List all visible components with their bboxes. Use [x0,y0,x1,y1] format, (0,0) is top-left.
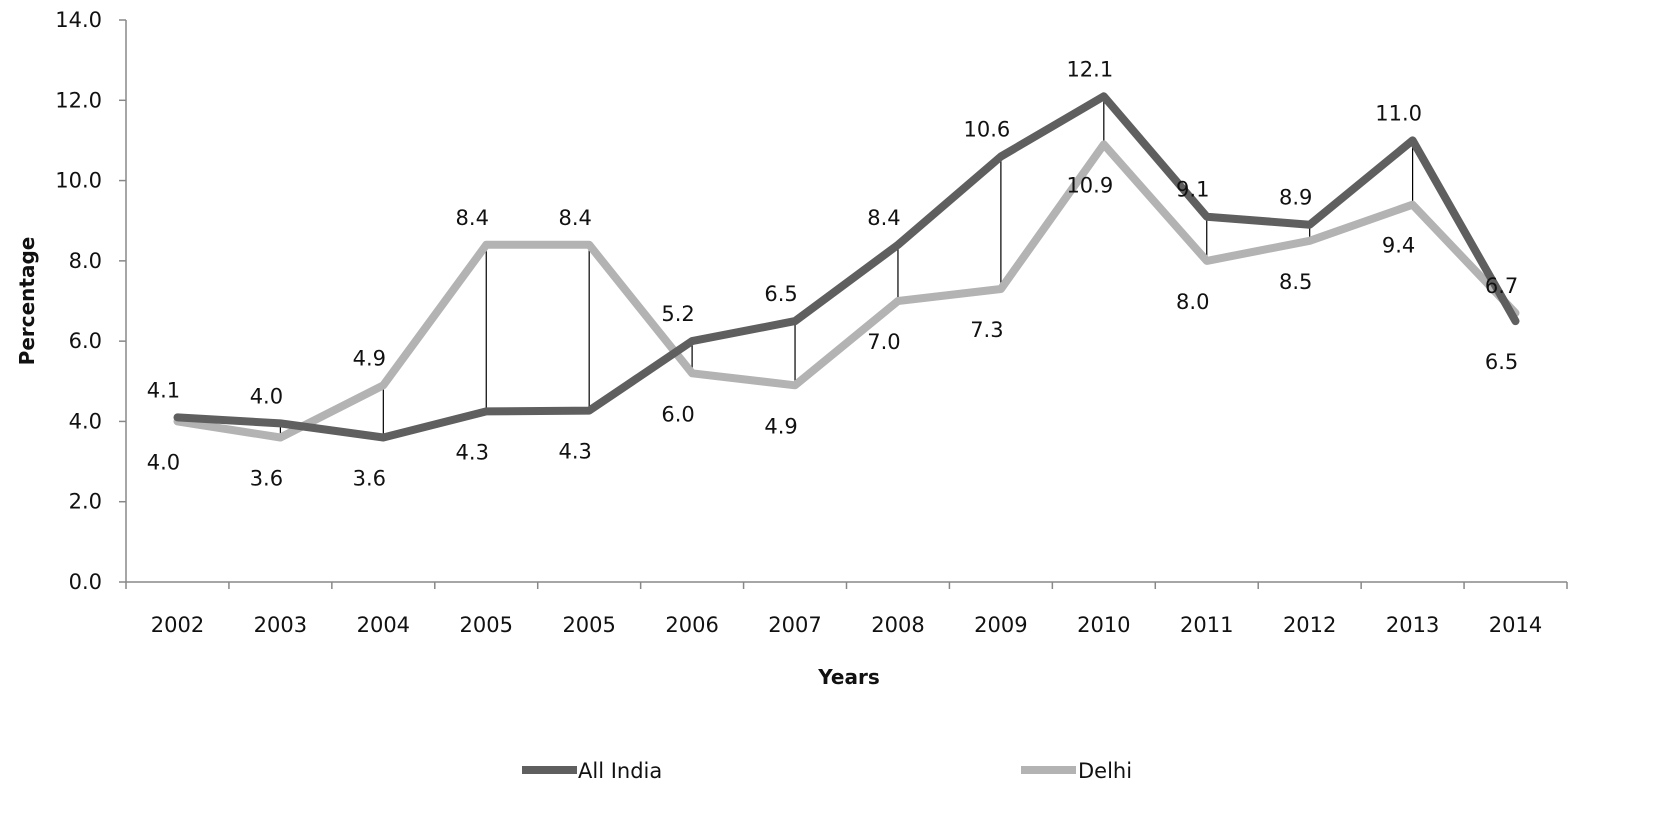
x-tick-label: 2011 [1180,613,1233,637]
data-label-delhi: 4.9 [764,414,797,438]
x-tick-label: 2014 [1489,613,1542,637]
legend-item-delhi: Delhi [1021,759,1132,783]
x-tick-label: 2012 [1283,613,1336,637]
y-tick-label: 4.0 [69,409,102,433]
legend: All India Delhi [522,759,1132,783]
x-tick-label: 2008 [871,613,924,637]
legend-label-all-india: All India [578,759,662,783]
data-label-all-india: 5.2 [661,302,694,326]
data-label-all-india: 12.1 [1066,57,1113,81]
data-label-all-india: 9.1 [1176,178,1209,202]
y-tick-label: 0.0 [69,570,102,594]
data-label-all-india: 6.5 [764,282,797,306]
data-label-delhi: 8.5 [1279,270,1312,294]
y-tick-label: 6.0 [69,329,102,353]
data-label-delhi: 4.0 [147,450,180,474]
data-label-delhi: 8.4 [558,206,591,230]
y-tick-label: 10.0 [55,169,102,193]
data-label-all-india: 4.3 [456,440,489,464]
y-tick-label: 12.0 [55,88,102,112]
x-tick-label: 2004 [357,613,410,637]
x-tick-label: 2009 [974,613,1027,637]
data-label-all-india: 4.0 [250,384,283,408]
data-label-all-india: 8.9 [1279,186,1312,210]
y-tick-label: 8.0 [69,249,102,273]
data-label-delhi: 6.7 [1485,274,1518,298]
data-label-delhi: 4.9 [353,346,386,370]
data-label-all-india: 10.6 [964,117,1011,141]
series-line-delhi [173,140,1520,442]
y-tick-label: 2.0 [69,490,102,514]
data-label-delhi: 8.4 [456,206,489,230]
data-label-all-india: 11.0 [1375,101,1422,125]
legend-item-all-india: All India [522,759,662,783]
series-lines [173,92,1520,442]
data-label-all-india: 4.1 [147,378,180,402]
x-tick-label: 2003 [254,613,307,637]
data-label-delhi: 6.0 [661,402,694,426]
data-labels: 4.1 4.0 4.0 3.6 4.9 3.6 8.4 4.3 8.4 4.3 5.2 6.0 6.5 4… [147,57,1518,490]
series-line-all-india [173,92,1520,442]
x-tick-label: 2013 [1386,613,1439,637]
data-label-delhi: 10.9 [1066,173,1113,197]
data-label-all-india: 6.5 [1485,350,1518,374]
x-tick-label: 2005 [562,613,615,637]
x-tick-label: 2006 [665,613,718,637]
y-axis: 0.0 2.0 4.0 6.0 8.0 10.0 12.0 14.0 [55,8,127,594]
data-label-delhi: 3.6 [250,466,283,490]
data-label-all-india: 8.4 [867,206,900,230]
data-label-delhi: 8.0 [1176,290,1209,314]
x-tick-label: 2010 [1077,613,1130,637]
data-label-delhi: 9.4 [1382,234,1415,258]
data-label-delhi: 7.0 [867,330,900,354]
data-label-all-india: 3.6 [353,466,386,490]
y-axis-title: Percentage [15,237,39,366]
data-label-all-india: 4.3 [558,440,591,464]
x-tick-label: 2002 [151,613,204,637]
legend-label-delhi: Delhi [1078,759,1132,783]
y-tick-label: 14.0 [55,8,102,32]
x-tick-label: 2005 [460,613,513,637]
x-axis-title: Years [817,665,879,689]
data-label-delhi: 7.3 [970,318,1003,342]
x-tick-label: 2007 [768,613,821,637]
x-axis: 2002 2003 2004 2005 2005 2006 2007 2008 2009 2010… [125,581,1568,637]
